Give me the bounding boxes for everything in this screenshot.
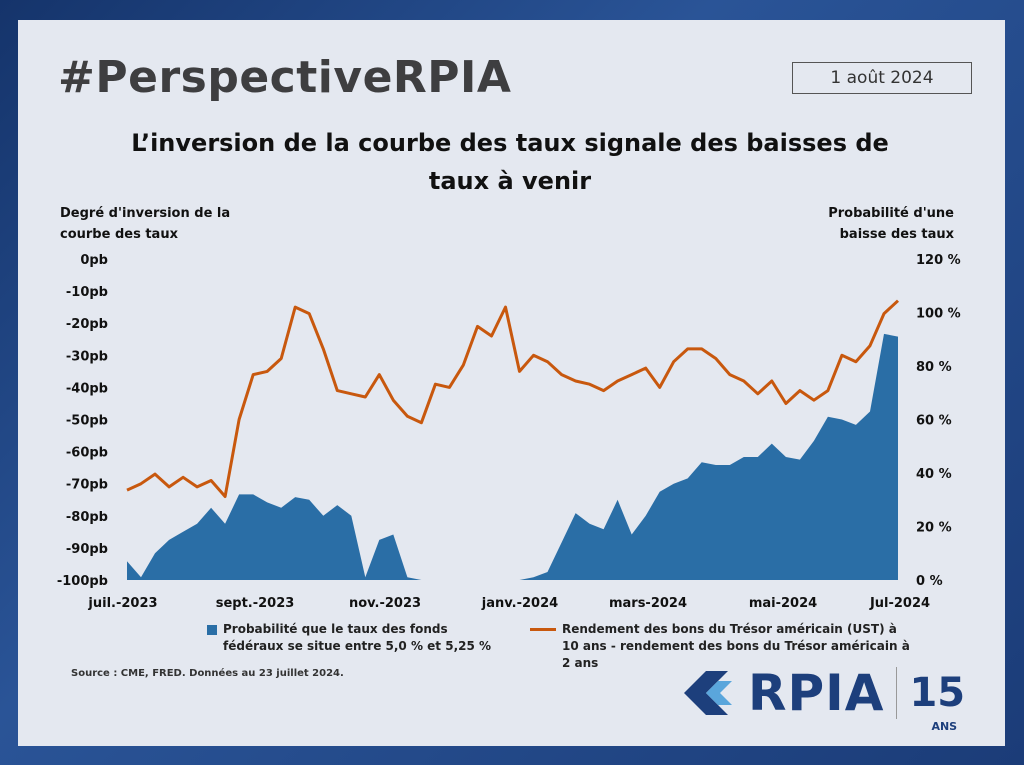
right-tick-label: 100 % — [916, 307, 961, 322]
date-box: 1 août 2024 — [792, 62, 972, 94]
left-tick-label: -50pb — [66, 414, 108, 429]
left-tick-label: -90pb — [66, 542, 108, 557]
yield-spread-line — [126, 299, 900, 498]
left-axis-title-line: Degré d'inversion de la — [60, 206, 231, 221]
x-tick-label: nov.-2023 — [349, 596, 421, 611]
left-tick-label: -40pb — [66, 381, 108, 396]
logo-divider — [896, 667, 898, 719]
left-tick-label: -60pb — [66, 446, 108, 461]
legend-area-label: Probabilité que le taux des fonds fédéra… — [223, 622, 492, 653]
right-axis-title-line: Probabilité d'une — [828, 206, 954, 221]
left-tick-label: 0pb — [80, 253, 108, 268]
left-tick-label: -20pb — [66, 317, 108, 332]
x-tick-label: sept.-2023 — [216, 596, 295, 611]
brand-hashtag: #PerspectiveRPIA — [58, 52, 512, 103]
legend-line-swatch — [530, 628, 556, 631]
right-tick-label: 0 % — [916, 574, 943, 589]
probability-area — [127, 333, 898, 580]
right-axis-title-line: baisse des taux — [839, 227, 954, 242]
left-tick-label: -100pb — [57, 574, 108, 589]
x-tick-label: mars-2024 — [609, 596, 687, 611]
legend-area-swatch — [207, 625, 217, 635]
right-tick-label: 60 % — [916, 414, 952, 429]
left-axis-title: Degré d'inversion de la courbe des taux — [60, 203, 230, 245]
right-tick-label: 120 % — [916, 253, 961, 268]
rpia-logo: RPIA 15 ANS — [684, 664, 965, 733]
left-tick-label: -10pb — [66, 285, 108, 300]
legend-line-label: Rendement des bons du Trésor américain (… — [562, 622, 910, 670]
x-tick-label: juil.-2023 — [87, 596, 157, 611]
source-note: Source : CME, FRED. Données au 23 juille… — [71, 668, 344, 679]
right-tick-label: 40 % — [916, 467, 952, 482]
x-tick-label: janv.-2024 — [481, 596, 558, 611]
legend-line: Rendement des bons du Trésor américain (… — [530, 621, 910, 672]
left-tick-label: -70pb — [66, 478, 108, 493]
left-tick-label: -80pb — [66, 510, 108, 525]
content-panel — [18, 20, 1005, 746]
logo-chevron-icon — [684, 671, 732, 715]
logo-15: 15 — [909, 670, 966, 716]
chart-title: L’inversion de la courbe des taux signal… — [131, 129, 889, 195]
x-tick-label: Jul-2024 — [869, 596, 930, 611]
right-tick-label: 80 % — [916, 360, 952, 375]
right-axis-title: Probabilité d'une baisse des taux — [828, 203, 954, 245]
x-tick-label: mai-2024 — [749, 596, 817, 611]
legend-area: Probabilité que le taux des fonds fédéra… — [207, 621, 507, 655]
logo-ans: ANS — [931, 720, 958, 733]
logo-text: RPIA — [748, 664, 885, 722]
left-axis-title-line: courbe des taux — [60, 227, 178, 242]
right-tick-label: 20 % — [916, 521, 952, 536]
logo-anniversary: 15 ANS — [909, 673, 965, 733]
left-tick-label: -30pb — [66, 349, 108, 364]
